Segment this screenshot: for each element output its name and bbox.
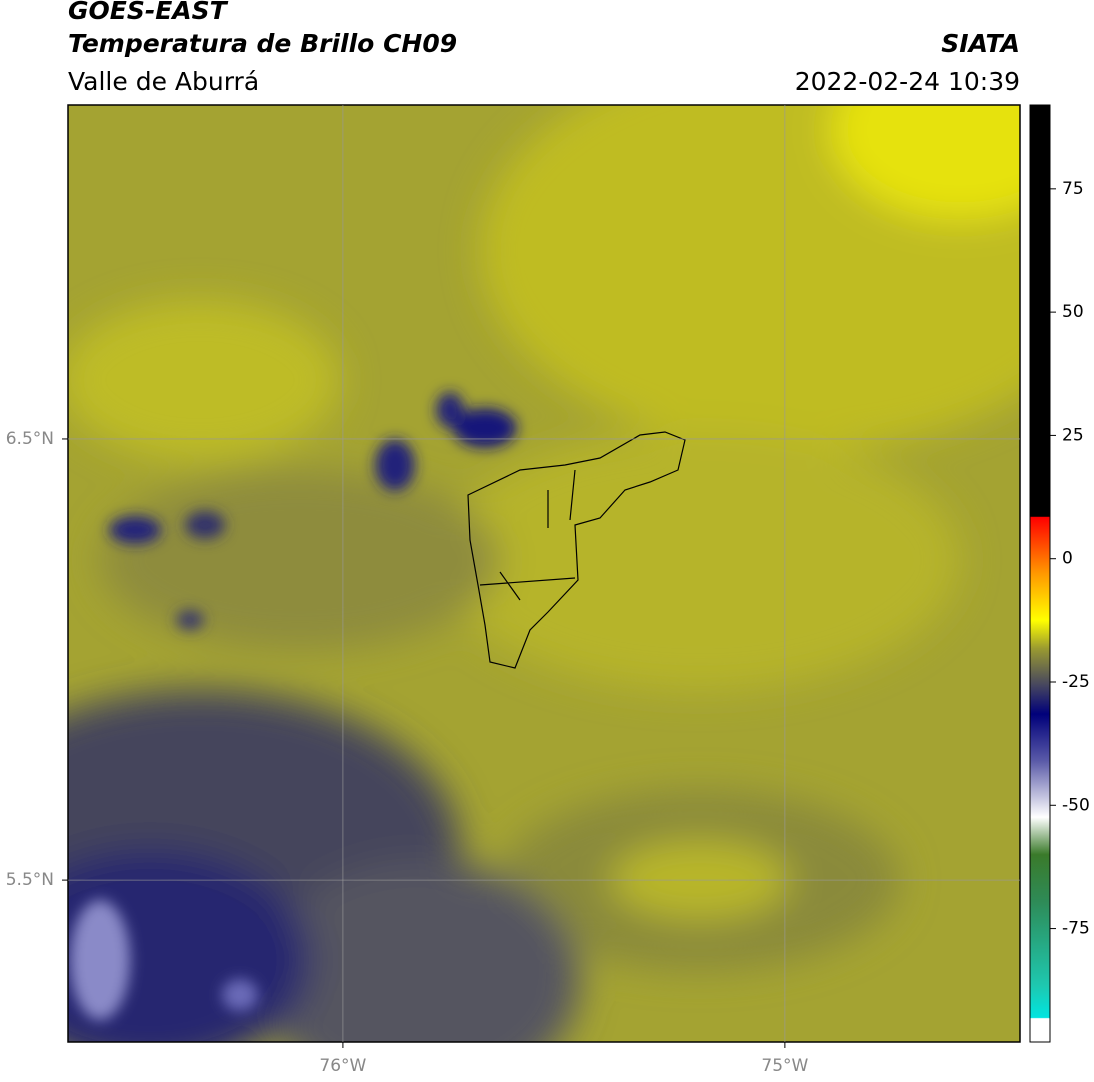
colorbar-tick-label: -75 xyxy=(1062,919,1090,939)
lon-tick-label: 76°W xyxy=(319,1056,366,1076)
lon-tick-label: 75°W xyxy=(761,1056,808,1076)
subtitle: Temperatura de Brillo CH09 xyxy=(68,29,457,58)
source: SIATA xyxy=(941,29,1020,58)
lat-tick-label: 5.5°N xyxy=(6,870,54,890)
colorbar xyxy=(1029,104,1051,1043)
colorbar-tick-label: -50 xyxy=(1062,795,1090,815)
datetime: 2022-02-24 10:39 xyxy=(795,67,1020,96)
colorbar-tick-label: 0 xyxy=(1062,549,1073,569)
title: GOES-EAST xyxy=(68,0,229,25)
colorbar-tick-label: 25 xyxy=(1062,425,1084,445)
brightness-field xyxy=(68,105,1020,1042)
colorbar-tick-label: 50 xyxy=(1062,302,1084,322)
colorbar-tick-label: -25 xyxy=(1062,672,1090,692)
region: Valle de Aburrá xyxy=(68,67,259,96)
map-frame xyxy=(67,104,1021,1043)
lat-tick-label: 6.5°N xyxy=(6,429,54,449)
valley-boundary xyxy=(467,431,686,669)
colorbar-tick-label: 75 xyxy=(1062,179,1084,199)
